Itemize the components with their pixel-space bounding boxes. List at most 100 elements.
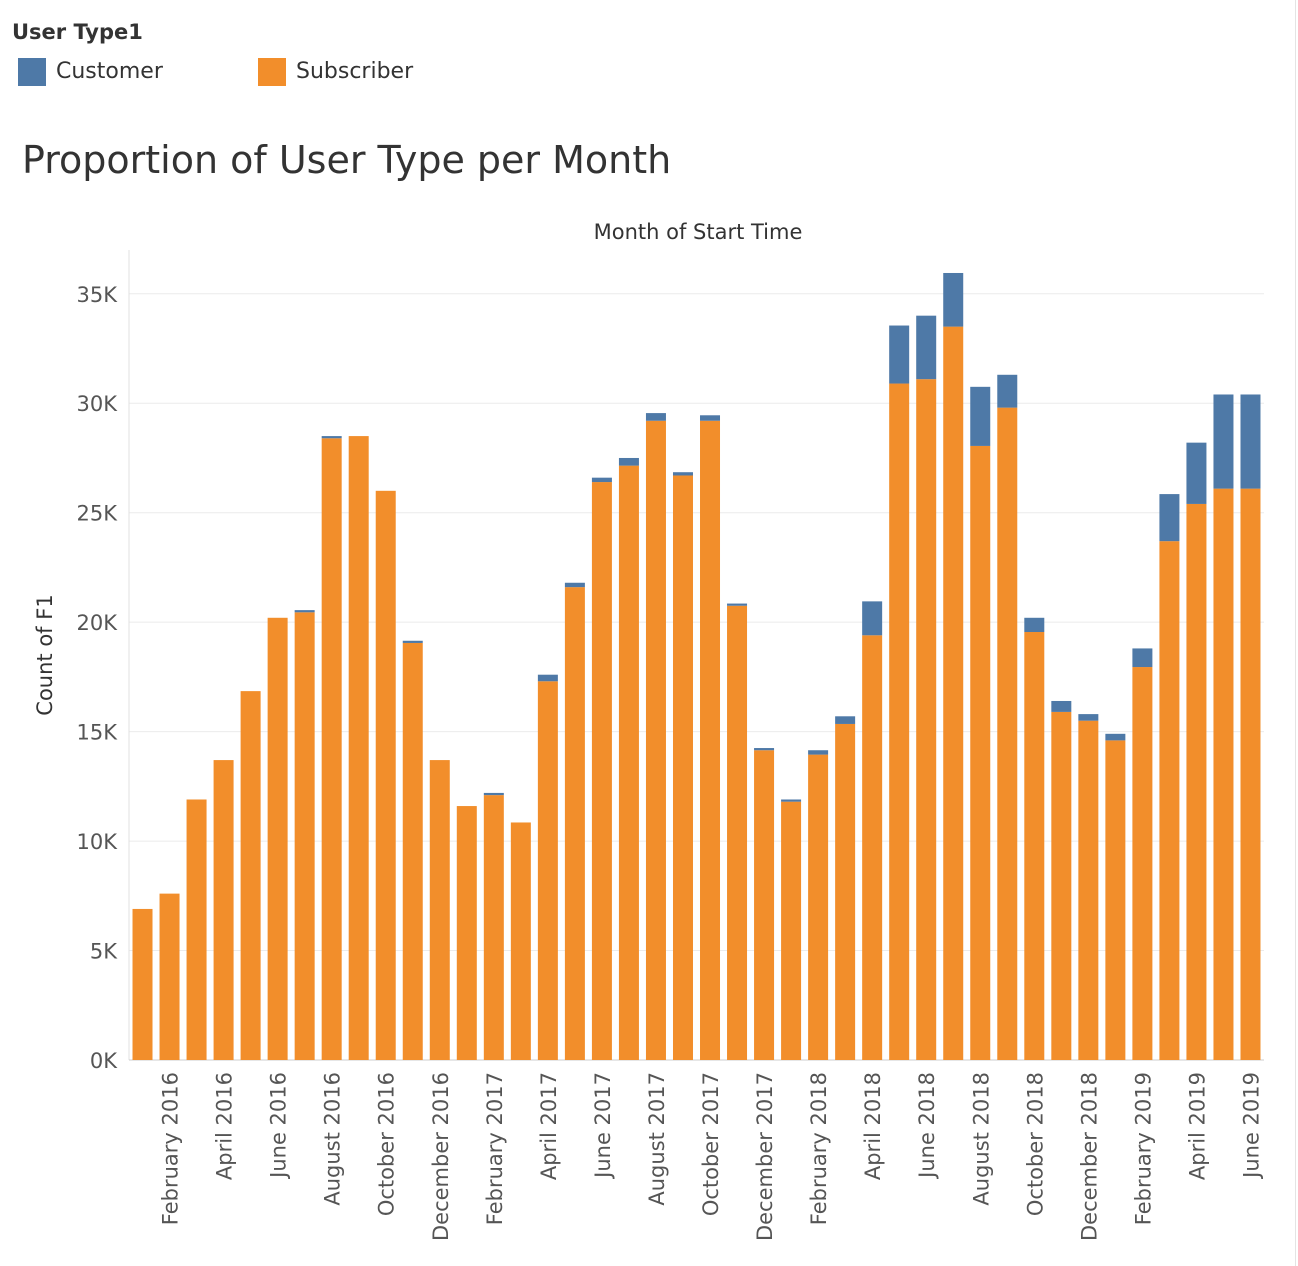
legend-item-customer[interactable]: Customer — [18, 58, 163, 86]
bar-customer — [1024, 617, 1045, 633]
bar-customer — [1132, 648, 1153, 668]
legend: User Type1 Customer Subscriber — [12, 20, 413, 86]
legend-title: User Type1 — [12, 20, 143, 44]
bar-subscriber — [402, 642, 423, 1060]
bar-customer — [1078, 714, 1099, 721]
y-tick-label: 25K — [77, 502, 119, 526]
bar-subscriber — [700, 420, 721, 1061]
bar-subscriber — [213, 760, 234, 1060]
bar-customer — [294, 610, 315, 613]
bar-subscriber — [727, 605, 748, 1060]
y-tick-label: 0K — [90, 1049, 118, 1073]
bar-customer — [564, 582, 585, 588]
bar-customer — [321, 436, 342, 439]
bar-customer — [618, 457, 639, 466]
bar-subscriber — [997, 407, 1018, 1061]
x-tick-label: December 2018 — [1077, 1072, 1101, 1241]
bar-customer — [700, 415, 721, 421]
x-tick-label: October 2017 — [699, 1072, 723, 1216]
chart-title: Proportion of User Type per Month — [22, 138, 672, 182]
bar-customer — [537, 674, 558, 682]
x-tick-label: December 2016 — [429, 1072, 453, 1241]
bar-subscriber — [645, 420, 666, 1061]
bar-customer — [970, 386, 991, 446]
bar-subscriber — [1213, 488, 1234, 1061]
x-tick-label: December 2017 — [753, 1072, 777, 1241]
bar-customer — [1213, 394, 1234, 489]
bar-customer — [997, 374, 1018, 408]
bar-subscriber — [916, 379, 937, 1060]
bar-subscriber — [889, 383, 910, 1060]
bar-subscriber — [1078, 720, 1099, 1060]
bar-subscriber — [672, 475, 693, 1061]
bar-customer — [943, 272, 964, 327]
x-tick-label: October 2016 — [375, 1072, 399, 1216]
bar-subscriber — [618, 465, 639, 1060]
bar-customer — [727, 603, 748, 606]
bar-subscriber — [970, 445, 991, 1060]
x-tick-label: February 2019 — [1131, 1072, 1155, 1225]
bar-customer — [916, 315, 937, 380]
bar-customer — [1051, 700, 1072, 712]
bar-subscriber — [510, 822, 531, 1060]
bar-customer — [1240, 394, 1261, 489]
x-tick-label: April 2019 — [1185, 1072, 1209, 1180]
bar-customer — [781, 799, 802, 802]
bar-customer — [862, 601, 883, 636]
legend-swatch-customer — [18, 58, 46, 86]
x-tick-label: June 2018 — [915, 1072, 939, 1180]
bar-subscriber — [1159, 541, 1180, 1060]
bar-subscriber — [537, 681, 558, 1060]
pane-border — [1295, 0, 1296, 1266]
bar-customer — [889, 325, 910, 384]
bar-subscriber — [348, 436, 369, 1061]
y-tick-label: 15K — [77, 721, 119, 745]
x-tick-label: June 2016 — [267, 1072, 291, 1180]
legend-label-subscriber: Subscriber — [296, 59, 414, 84]
bar-customer — [754, 748, 775, 751]
y-tick-label: 5K — [90, 940, 118, 964]
bar-subscriber — [267, 617, 288, 1060]
x-tick-label: June 2017 — [591, 1072, 615, 1180]
bar-customer — [591, 477, 612, 483]
y-tick-label: 30K — [77, 392, 119, 416]
x-tick-label: August 2018 — [969, 1072, 993, 1206]
bar-subscriber — [1051, 711, 1072, 1060]
bar-customer — [1105, 733, 1126, 741]
x-tick-label: April 2017 — [537, 1072, 561, 1180]
bar-subscriber — [1132, 667, 1153, 1060]
bar-customer — [483, 792, 504, 796]
bar-subscriber — [591, 482, 612, 1060]
bar-subscriber — [294, 612, 315, 1060]
legend-item-subscriber[interactable]: Subscriber — [258, 58, 413, 86]
x-tick-label: April 2016 — [213, 1072, 237, 1180]
bar-subscriber — [429, 760, 450, 1060]
x-tick-label: August 2017 — [645, 1072, 669, 1206]
bar-subscriber — [456, 806, 477, 1060]
bar-subscriber — [159, 893, 180, 1060]
bar-customer — [402, 640, 423, 643]
bar-subscriber — [564, 587, 585, 1060]
x-tick-label: June 2019 — [1239, 1072, 1263, 1180]
bar-subscriber — [1186, 503, 1207, 1061]
bar-subscriber — [132, 908, 153, 1060]
x-tick-label: February 2016 — [159, 1072, 183, 1225]
x-tick-label: February 2018 — [807, 1072, 831, 1225]
y-axis-title: Count of F1 — [33, 594, 57, 715]
bar-customer — [1159, 494, 1180, 542]
y-tick-label: 20K — [77, 611, 119, 635]
bar-subscriber — [240, 691, 261, 1060]
legend-swatch-subscriber — [258, 58, 286, 86]
bar-customer — [808, 750, 829, 755]
bar-subscriber — [835, 723, 856, 1060]
x-tick-label: February 2017 — [483, 1072, 507, 1225]
bar-subscriber — [1240, 488, 1261, 1061]
bar-subscriber — [375, 490, 396, 1061]
bar-subscriber — [321, 438, 342, 1060]
bar-subscriber — [754, 750, 775, 1060]
x-tick-label: August 2016 — [321, 1072, 345, 1206]
x-axis-title: Month of Start Time — [594, 220, 803, 244]
bar-subscriber — [1024, 632, 1045, 1060]
x-tick-label: October 2018 — [1023, 1072, 1047, 1216]
